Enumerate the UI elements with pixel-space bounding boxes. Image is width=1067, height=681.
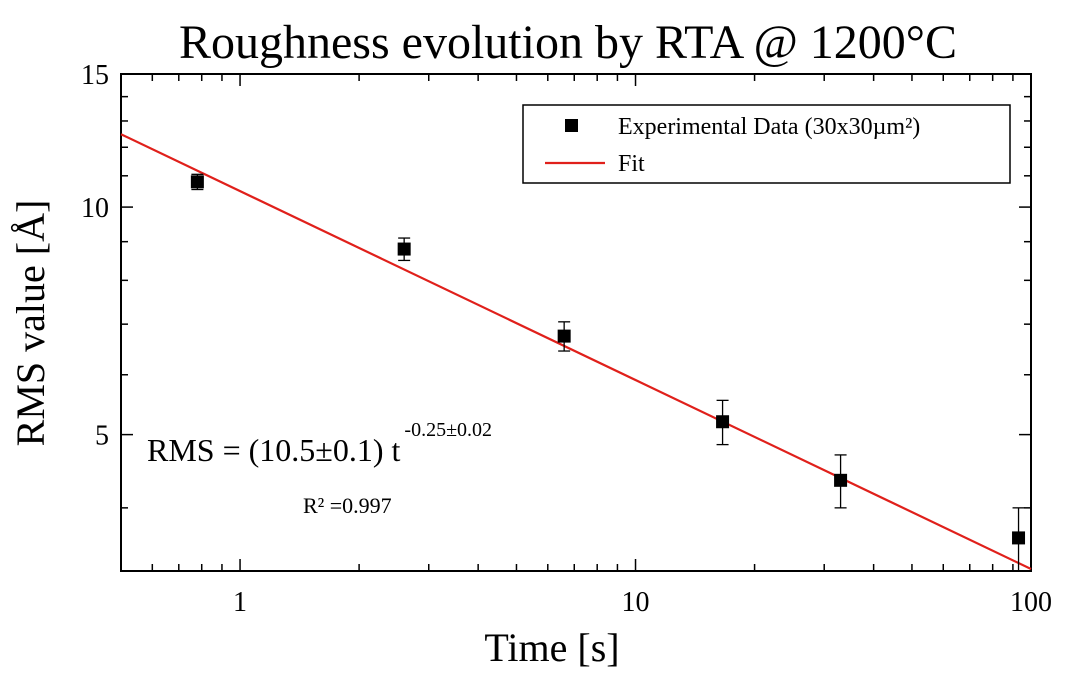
experimental-data-series xyxy=(190,173,1026,572)
legend-label-experimental: Experimental Data (30x30µm²) xyxy=(618,114,920,140)
y-axis: 5 10 15 xyxy=(81,60,1031,509)
data-point xyxy=(397,242,411,256)
x-axis-label: Time [s] xyxy=(484,625,619,670)
y-axis-label: RMS value [Å] xyxy=(8,200,53,447)
data-point xyxy=(1012,531,1026,545)
fit-line xyxy=(120,133,1032,570)
x-tick-label: 10 xyxy=(622,587,650,618)
legend: Experimental Data (30x30µm²) Fit xyxy=(522,104,1011,184)
x-axis: 1 10 100 xyxy=(120,74,1052,618)
x-tick-label: 100 xyxy=(1010,587,1052,618)
x-tick-label: 1 xyxy=(233,587,247,618)
legend-marker-square xyxy=(565,119,578,132)
y-tick-label: 5 xyxy=(95,421,109,452)
data-point xyxy=(190,175,204,189)
y-tick-label: 10 xyxy=(81,193,109,224)
fit-series xyxy=(120,133,1032,570)
chart-title: Roughness evolution by RTA @ 1200°C xyxy=(179,16,957,69)
fit-equation-main: RMS = (10.5±0.1) t xyxy=(147,432,401,468)
legend-label-fit: Fit xyxy=(618,151,645,177)
data-point xyxy=(557,329,571,343)
fit-equation: RMS = (10.5±0.1) t -0.25±0.02 xyxy=(147,419,492,468)
data-point xyxy=(834,473,848,487)
r-squared-label: R² =0.997 xyxy=(303,493,392,518)
y-tick-label: 15 xyxy=(81,60,109,91)
plot-frame xyxy=(120,73,1032,572)
fit-equation-exponent: -0.25±0.02 xyxy=(404,419,492,441)
legend-box xyxy=(522,104,1011,184)
data-point xyxy=(716,415,730,429)
